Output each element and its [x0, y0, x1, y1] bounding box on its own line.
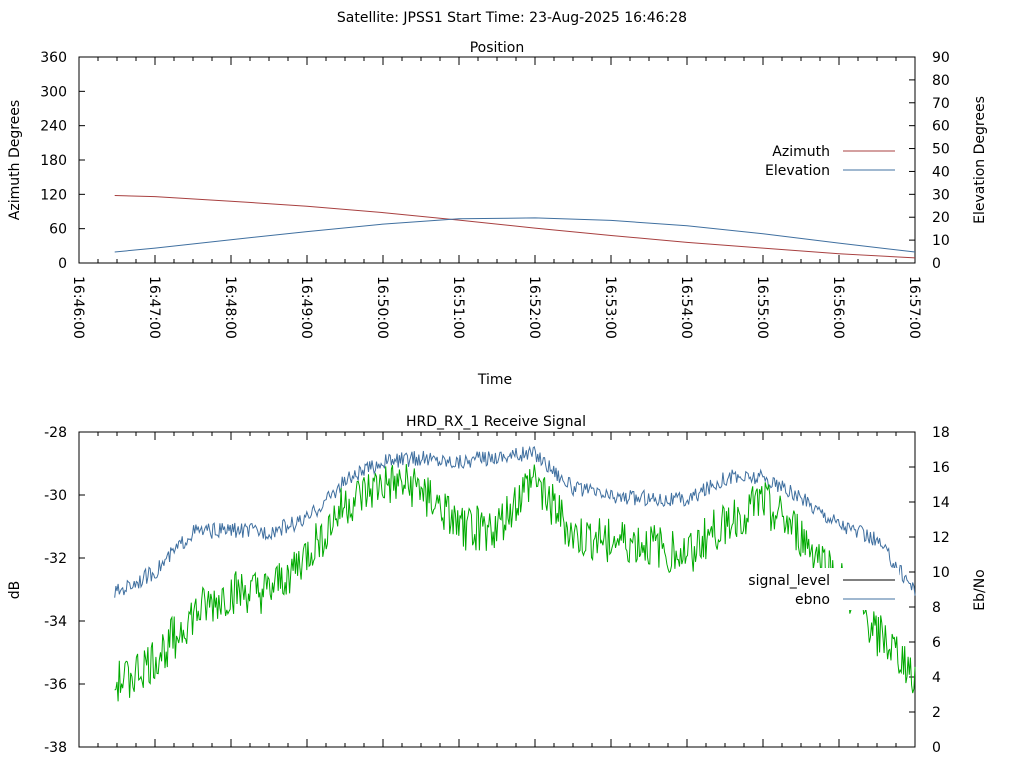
chart1-xlabel: Time: [477, 372, 512, 388]
legend-signal-label: signal_level: [748, 573, 830, 589]
chart2-ylabel: dB: [7, 581, 23, 600]
y2-tick-label: 20: [932, 210, 950, 226]
x-tick-label: 16:46:00: [70, 276, 86, 339]
chart2-yticks: -38 -36 -34 -32 -30 -28: [44, 425, 85, 756]
y2-tick-label: 90: [932, 50, 950, 66]
y-tick-label: 0: [58, 256, 67, 272]
chart2-title: HRD_RX_1 Receive Signal: [406, 414, 586, 430]
series-line-ebno-green: [114, 464, 916, 702]
y2-tick-label: 8: [932, 600, 941, 616]
x-tick-label: 16:57:00: [906, 276, 922, 339]
y2-tick-label: 80: [932, 73, 950, 89]
x-tick-label: 16:56:00: [830, 276, 846, 339]
y2-tick-label: 0: [932, 256, 941, 272]
y2-tick-label: 6: [932, 635, 941, 651]
chart1-y2ticks: 0 10 20 30 40 50 60 70 80 90: [909, 50, 950, 272]
x-tick-label: 16:51:00: [450, 276, 466, 339]
y2-tick-label: 16: [932, 460, 950, 476]
y-tick-label: -28: [44, 425, 67, 441]
y-tick-label: -36: [44, 677, 67, 693]
x-tick-label: 16:49:00: [298, 276, 314, 339]
legend-elevation-label: Elevation: [765, 163, 830, 179]
chart2-xticks: [78, 432, 916, 747]
y-tick-label: 60: [49, 222, 67, 238]
series-line-ebno: [114, 445, 916, 598]
legend-ebno-label: ebno: [795, 592, 830, 608]
chart1-lines: [114, 195, 916, 259]
y2-tick-label: 40: [932, 164, 950, 180]
y2-tick-label: 4: [932, 670, 941, 686]
y2-tick-label: 14: [932, 495, 950, 511]
y2-tick-label: 18: [932, 425, 950, 441]
y2-tick-label: 12: [932, 530, 950, 546]
series-line-Elevation: [114, 217, 916, 253]
x-tick-label: 16:52:00: [526, 276, 542, 339]
y2-tick-label: 0: [932, 740, 941, 756]
chart1-xticks: 16:46:00 16:47:00 16:48:00 16:49:00 16:50:00…: [70, 57, 922, 339]
chart2-y2label: Eb/No: [972, 569, 988, 611]
x-tick-label: 16:54:00: [678, 276, 694, 339]
x-tick-label: 16:48:00: [222, 276, 238, 339]
chart1-title: Position: [470, 40, 525, 56]
page-header: Satellite: JPSS1 Start Time: 23-Aug-2025…: [337, 10, 687, 26]
y2-tick-label: 70: [932, 96, 950, 112]
position-chart: Position 0 60 120 180 240 300 360 0 10 20 30 40 50 6…: [7, 40, 988, 388]
chart1-frame: [78, 56, 916, 264]
chart2-y2ticks: 0 2 4 6 8 10 12 14 16 18: [909, 425, 950, 756]
y-tick-label: 300: [40, 84, 67, 100]
y2-tick-label: 10: [932, 233, 950, 249]
chart1-y2label: Elevation Degrees: [972, 96, 988, 224]
legend-bg: [733, 568, 899, 610]
receive-signal-chart: HRD_RX_1 Receive Signal -38-36-34-32-30-…: [7, 414, 988, 756]
y2-tick-label: 10: [932, 565, 950, 581]
x-tick-label: 16:50:00: [374, 276, 390, 339]
chart1-ylabel: Azimuth Degrees: [7, 100, 23, 220]
legend-azimuth-label: Azimuth: [772, 144, 830, 160]
y-tick-label: 240: [40, 119, 67, 135]
y2-tick-label: 30: [932, 187, 950, 203]
chart1-legend: Azimuth Elevation: [765, 144, 895, 179]
x-tick-label: 16:55:00: [754, 276, 770, 339]
y2-tick-label: 2: [932, 705, 941, 721]
y2-tick-label: 50: [932, 142, 950, 158]
y-tick-label: -32: [44, 551, 67, 567]
chart2-lines: [114, 445, 916, 702]
y-tick-label: -30: [44, 488, 67, 504]
chart1-yticks: 0 60 120 180 240 300 360: [40, 50, 85, 272]
y-tick-label: -34: [44, 614, 67, 630]
x-tick-label: 16:53:00: [602, 276, 618, 339]
y2-tick-label: 60: [932, 119, 950, 135]
y-tick-label: -38: [44, 740, 67, 756]
y-tick-label: 180: [40, 153, 67, 169]
series-line-Azimuth: [114, 195, 916, 259]
y-tick-label: 120: [40, 187, 67, 203]
x-tick-label: 16:47:00: [146, 276, 162, 339]
chart2-legend: signal_level ebno: [733, 568, 899, 610]
y-tick-label: 360: [40, 50, 67, 66]
